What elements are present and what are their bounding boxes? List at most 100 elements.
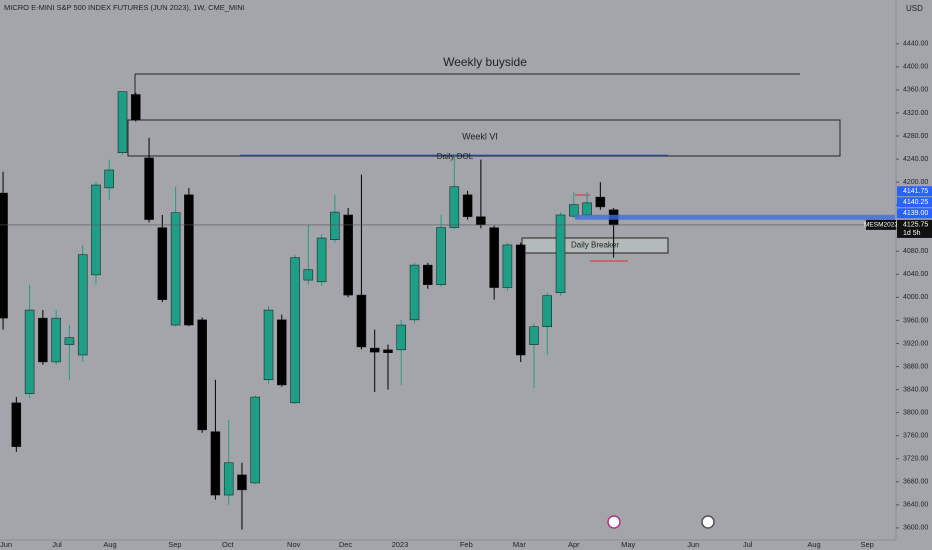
x-tick-label: Jul <box>743 540 753 549</box>
level-band <box>575 214 895 220</box>
candle-body <box>462 194 473 217</box>
countdown-label: 1d 5h <box>903 230 921 237</box>
event-icon[interactable] <box>607 515 621 529</box>
candle-body <box>529 326 539 345</box>
candle-body <box>117 91 128 153</box>
candle-body <box>11 402 22 447</box>
candle-body <box>237 474 247 491</box>
event-icon[interactable] <box>701 515 715 529</box>
candle-body <box>502 244 513 288</box>
candle-body <box>330 211 340 240</box>
candle-body <box>582 202 592 216</box>
y-tick-label: 4320.00 <box>903 110 928 117</box>
candle-body <box>569 204 579 217</box>
candle-body <box>396 324 406 351</box>
chart-title: MICRO E-MINI S&P 500 INDEX FUTURES (JUN … <box>4 3 245 12</box>
annotation-label: Weekl VI <box>462 131 498 141</box>
x-tick-label: May <box>621 540 635 549</box>
candle-body <box>77 254 88 356</box>
y-tick-label: 4360.00 <box>903 87 928 94</box>
price-tag <box>897 186 932 197</box>
candle-body <box>144 157 154 220</box>
candle-body <box>436 227 446 285</box>
price-tag <box>897 208 932 219</box>
candle-body <box>303 269 314 281</box>
candle-body <box>542 295 552 328</box>
x-tick-label: Feb <box>460 540 473 549</box>
symbol-label: MESM2023 <box>864 222 898 229</box>
y-tick-label: 4280.00 <box>903 133 928 140</box>
x-tick-label: Sep <box>860 540 873 549</box>
candle-body <box>356 294 367 348</box>
candle-body <box>91 184 101 276</box>
x-tick-label: Nov <box>287 540 301 549</box>
candle-body <box>369 347 380 353</box>
annotation-label: Weekly buyside <box>443 55 527 69</box>
x-tick-label: 2023 <box>392 540 409 549</box>
candle-body <box>409 264 420 321</box>
y-tick-label: 3800.00 <box>903 409 928 416</box>
candle-body <box>38 317 48 363</box>
y-tick-label: 3600.00 <box>903 525 928 532</box>
last-price-label: 4125.75 <box>903 222 928 229</box>
y-tick-label: 4000.00 <box>903 294 928 301</box>
candle-body <box>449 186 460 228</box>
x-tick-label: Mar <box>513 540 526 549</box>
candle-body <box>104 169 114 189</box>
y-tick-label: 4240.00 <box>903 156 928 163</box>
candle-body <box>24 309 35 394</box>
x-tick-label: Oct <box>222 540 235 549</box>
candle-body <box>197 319 207 431</box>
x-tick-label: Aug <box>807 540 820 549</box>
candle-body <box>476 216 486 226</box>
annotation-label: Daily Breaker <box>571 241 619 250</box>
y-tick-label: 4200.00 <box>903 179 928 186</box>
x-tick-label: Jun <box>0 540 12 549</box>
candle-body <box>64 337 75 345</box>
x-tick-label: Sep <box>168 540 181 549</box>
y-tick-label: 3840.00 <box>903 386 928 393</box>
candle-body <box>515 244 526 356</box>
candle-body <box>210 431 221 496</box>
y-tick-label: 4080.00 <box>903 248 928 255</box>
candle-body <box>383 349 393 353</box>
x-tick-label: Aug <box>103 540 116 549</box>
y-tick-label: 4400.00 <box>903 64 928 71</box>
candle-body <box>0 192 8 319</box>
x-tick-label: Jul <box>52 540 62 549</box>
candle-body <box>316 237 327 283</box>
x-tick-label: Apr <box>568 540 580 549</box>
price-tag-label: 4139.00 <box>903 210 928 217</box>
price-tag-label: 4140.25 <box>903 199 928 206</box>
last-price-tag <box>897 219 932 238</box>
candle-body <box>263 309 274 381</box>
annotation-label: Daily DOL <box>437 152 474 161</box>
candle-body <box>131 94 141 121</box>
x-tick-label: Dec <box>339 540 353 549</box>
y-tick-label: 3680.00 <box>903 479 928 486</box>
annotation-box <box>127 119 841 157</box>
candle-body <box>489 227 499 288</box>
currency-label: USD <box>906 4 923 13</box>
candle-body <box>157 227 168 300</box>
price-tag <box>897 197 932 208</box>
candle-body <box>343 214 353 296</box>
y-tick-label: 3720.00 <box>903 456 928 463</box>
candle-body <box>277 319 287 386</box>
price-tag-label: 4141.75 <box>903 188 928 195</box>
candle-body <box>595 196 606 208</box>
y-tick-label: 3760.00 <box>903 433 928 440</box>
candle-body <box>250 396 260 484</box>
y-tick-label: 3640.00 <box>903 502 928 509</box>
y-tick-label: 4440.00 <box>903 41 928 48</box>
candle-body <box>170 212 181 326</box>
symbol-tag <box>866 219 896 230</box>
y-tick-label: 3920.00 <box>903 340 928 347</box>
candle-body <box>51 317 61 363</box>
candle-body <box>184 194 194 326</box>
x-tick-label: Jun <box>687 540 699 549</box>
y-tick-label: 3960.00 <box>903 317 928 324</box>
candle-body <box>290 257 300 404</box>
